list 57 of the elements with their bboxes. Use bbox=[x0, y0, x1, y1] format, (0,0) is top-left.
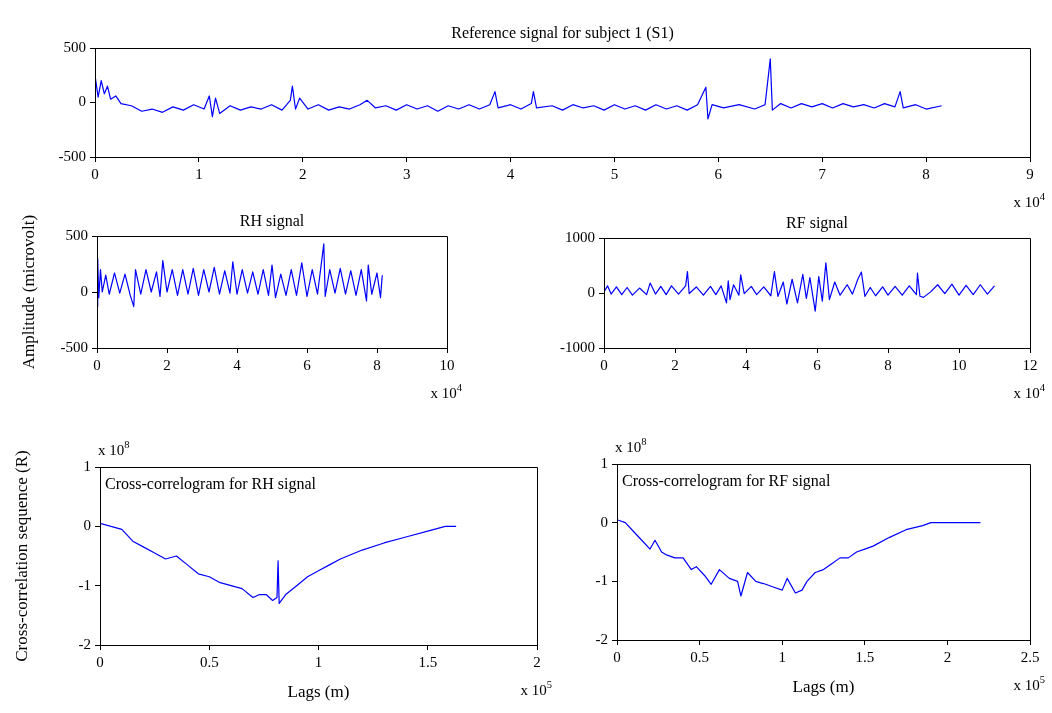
x-tick-label: 10 bbox=[951, 356, 967, 373]
x-tick-label: 4 bbox=[233, 356, 242, 373]
y-tick-label: -500 bbox=[58, 147, 86, 164]
x-tick-label: 0 bbox=[613, 648, 621, 665]
y-tick-label: 500 bbox=[63, 38, 86, 55]
x-tick-label: 1 bbox=[314, 653, 323, 670]
x-tick-label: 2 bbox=[943, 648, 952, 665]
x-tick-label: 4 bbox=[506, 165, 515, 182]
x-axis-title: Lags (m) bbox=[792, 677, 855, 697]
x-tick-label: 1.5 bbox=[418, 653, 438, 670]
y-tick-label: 1 bbox=[600, 454, 608, 471]
y-tick-label: -2 bbox=[78, 635, 91, 652]
y-tick-label: 0 bbox=[80, 282, 88, 299]
chart-title: Reference signal for subject 1 (S1) bbox=[451, 24, 674, 42]
text: Cross-correlogram for RF signal bbox=[622, 472, 831, 490]
text: Cross-correlogram for RH signal bbox=[105, 475, 317, 493]
x-tick-label: 3 bbox=[402, 165, 411, 182]
x-tick-label: 2.5 bbox=[1020, 648, 1040, 665]
y-axis-title: Cross-correlation sequence (R) bbox=[11, 450, 31, 662]
y-tick-label: 0 bbox=[78, 93, 86, 110]
x-tick-label: 6 bbox=[813, 356, 822, 373]
x-tick-label: 1.5 bbox=[855, 648, 875, 665]
y-tick-label: -1 bbox=[595, 572, 608, 589]
x-tick-label: 0.5 bbox=[690, 648, 709, 665]
x-tick-label: 0.5 bbox=[199, 653, 219, 670]
x-tick-label: 8 bbox=[373, 356, 381, 373]
x-tick-label: 2 bbox=[299, 165, 307, 182]
x-tick-label: 8 bbox=[922, 165, 930, 182]
y-tick-label: 500 bbox=[65, 226, 88, 243]
x-tick-label: 2 bbox=[671, 356, 679, 373]
y-tick-label: -1 bbox=[78, 576, 91, 593]
x-tick-label: 6 bbox=[714, 165, 723, 182]
x-tick-label: 12 bbox=[1022, 356, 1038, 373]
y-tick-label: 0 bbox=[83, 517, 91, 534]
x-tick-label: 2 bbox=[533, 653, 541, 670]
x-tick-label: 4 bbox=[742, 356, 751, 373]
y-tick-label: 1 bbox=[83, 457, 91, 474]
x-tick-label: 0 bbox=[96, 653, 104, 670]
x-axis-title: Lags (m) bbox=[287, 682, 350, 702]
x-tick-label: 1 bbox=[195, 165, 203, 182]
x-tick-label: 1 bbox=[778, 648, 786, 665]
y-tick-label: 1000 bbox=[565, 228, 595, 245]
x-tick-label: 2 bbox=[163, 356, 171, 373]
chart-title: RF signal bbox=[786, 214, 849, 232]
x-tick-label: 7 bbox=[818, 165, 827, 182]
x-tick-label: 5 bbox=[610, 165, 619, 182]
x-tick-label: 6 bbox=[303, 356, 312, 373]
x-tick-label: 9 bbox=[1026, 165, 1034, 182]
x-tick-label: 8 bbox=[884, 356, 892, 373]
chart-title: RH signal bbox=[239, 212, 305, 230]
y-tick-label: 0 bbox=[587, 283, 595, 300]
y-tick-label: 0 bbox=[600, 513, 608, 530]
y-tick-label: -2 bbox=[595, 630, 608, 647]
y-tick-label: -500 bbox=[60, 338, 88, 355]
y-axis-title: Amplitude (microvolt) bbox=[18, 214, 38, 370]
y-tick-label: -1000 bbox=[560, 338, 595, 355]
x-tick-label: 10 bbox=[439, 356, 455, 373]
